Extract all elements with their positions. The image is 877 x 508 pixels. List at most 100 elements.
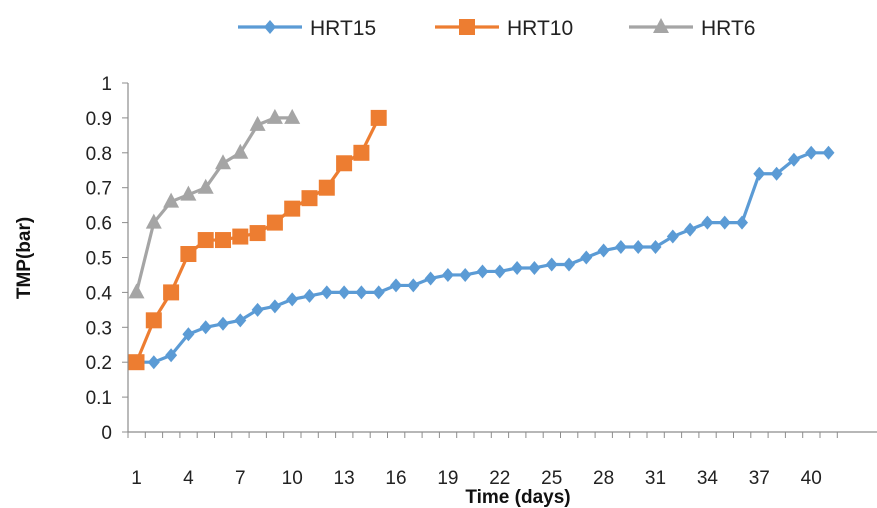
legend-marker — [459, 19, 475, 35]
data-point — [666, 229, 679, 244]
data-point — [597, 243, 610, 258]
legend-item-hrt10: HRT10 — [435, 17, 573, 40]
data-point — [251, 302, 264, 317]
x-tick-label: 28 — [593, 468, 614, 489]
data-point — [370, 109, 387, 126]
data-point — [563, 257, 575, 272]
data-point — [407, 278, 420, 293]
y-axis-title: TMP(bar) — [14, 217, 35, 299]
data-point — [284, 108, 301, 124]
legend-label: HRT15 — [310, 17, 376, 40]
x-tick-label: 31 — [645, 468, 666, 489]
data-point — [718, 215, 731, 230]
x-tick-label: 37 — [749, 468, 770, 489]
data-point — [303, 288, 316, 303]
y-tick-label: 0.1 — [86, 388, 112, 409]
data-point — [197, 232, 214, 249]
x-axis-title: Time (days) — [465, 487, 570, 508]
y-tick-label: 0.7 — [86, 179, 112, 200]
data-point — [268, 299, 281, 314]
x-tick-label: 19 — [437, 468, 458, 489]
data-point — [338, 285, 351, 300]
data-point — [145, 312, 162, 329]
data-point — [336, 155, 353, 172]
data-point — [266, 108, 283, 124]
x-tick-label: 7 — [235, 468, 246, 489]
x-tick-label: 4 — [183, 468, 194, 489]
y-tick-label: 0.2 — [86, 353, 112, 374]
y-tick-label: 0 — [101, 423, 112, 444]
plot-area — [128, 108, 835, 371]
legend-label: HRT10 — [507, 17, 573, 40]
data-point — [147, 355, 160, 370]
x-tick-label: 25 — [541, 468, 562, 489]
data-point — [614, 240, 627, 255]
data-point — [163, 284, 180, 301]
data-point — [701, 215, 714, 230]
data-point — [736, 215, 748, 230]
x-tick-label: 16 — [385, 468, 406, 489]
data-point — [649, 240, 662, 255]
series-hrt6 — [128, 108, 301, 299]
data-point — [318, 179, 335, 196]
data-point — [753, 166, 766, 181]
series-hrt10 — [128, 109, 387, 371]
axes: 0 0.1 0.2 0.3 0.4 0.5 0.6 0.7 0.8 0.9 1 1 4 7 10 13 16 19… — [86, 74, 877, 489]
x-tick-label: 22 — [489, 468, 510, 489]
y-tick-label: 0.8 — [86, 144, 112, 165]
data-point — [493, 264, 506, 279]
data-point — [787, 152, 800, 167]
data-point — [545, 257, 558, 272]
data-point — [249, 225, 266, 242]
data-point — [424, 271, 437, 286]
data-point — [511, 260, 524, 275]
legend-item-hrt6: HRT6 — [629, 17, 755, 40]
data-point — [372, 285, 385, 300]
legend-marker — [653, 18, 669, 33]
data-point — [249, 115, 266, 131]
data-point — [770, 166, 783, 181]
data-point — [215, 232, 231, 249]
x-tick-label: 1 — [131, 468, 142, 489]
series-line — [136, 151, 829, 364]
data-point — [165, 348, 178, 363]
x-tick-label: 34 — [697, 468, 719, 489]
data-point — [199, 320, 212, 335]
data-point — [320, 285, 333, 300]
series-hrt15 — [130, 145, 835, 370]
data-point — [145, 213, 162, 229]
data-point — [284, 200, 301, 217]
x-tick-label: 13 — [334, 468, 355, 489]
data-point — [441, 267, 454, 282]
y-tick-label: 0.3 — [86, 318, 112, 339]
data-point — [459, 267, 472, 282]
data-point — [805, 145, 818, 160]
y-tick-label: 0.4 — [86, 283, 113, 304]
data-point — [476, 264, 489, 279]
x-tick-label: 10 — [282, 468, 303, 489]
data-point — [128, 354, 145, 371]
legend-label: HRT6 — [701, 17, 755, 40]
data-point — [301, 190, 318, 207]
data-point — [684, 222, 697, 237]
series-line — [134, 116, 293, 293]
data-point — [234, 313, 247, 328]
y-tick-label: 0.6 — [86, 214, 112, 235]
data-point — [180, 246, 197, 263]
data-point — [353, 144, 370, 161]
data-point — [232, 143, 249, 159]
data-point — [215, 154, 231, 170]
data-point — [390, 278, 402, 293]
data-point — [286, 292, 299, 307]
data-point — [197, 178, 214, 194]
data-point — [217, 316, 229, 331]
y-tick-label: 0.9 — [86, 109, 112, 130]
data-point — [180, 185, 197, 201]
y-tick-label: 1 — [101, 74, 112, 95]
data-point — [580, 250, 593, 265]
y-tick-label: 0.5 — [86, 249, 112, 270]
x-tick-label: 40 — [801, 468, 822, 489]
data-point — [163, 192, 180, 208]
legend: HRT15 HRT10 HRT6 — [238, 17, 755, 40]
